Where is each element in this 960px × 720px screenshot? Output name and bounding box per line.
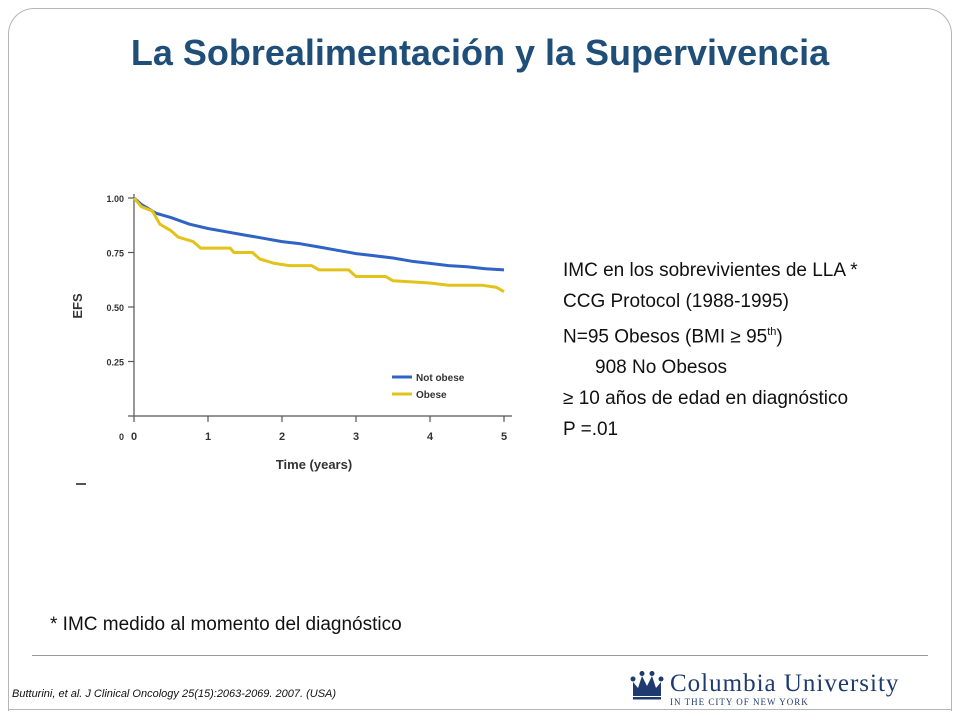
x-tick-label: 1 bbox=[205, 431, 211, 443]
x-tick-label: 0 bbox=[131, 431, 137, 443]
chart-lines bbox=[132, 196, 505, 293]
logo-subtitle: IN THE CITY OF NEW YORK bbox=[670, 697, 809, 707]
x-tick-label: 4 bbox=[427, 431, 434, 443]
x-tick-label: 5 bbox=[501, 431, 507, 443]
logo-name: Columbia University bbox=[670, 670, 900, 697]
legend-label: Not obese bbox=[416, 373, 465, 384]
info-line-3-text: N=95 Obesos (BMI ≥ 95 bbox=[563, 326, 768, 348]
y-tick-label: 1.00 bbox=[106, 194, 124, 204]
slide-frame bbox=[8, 8, 952, 711]
study-info: IMC en los sobrevivientes de LLA * CCG P… bbox=[563, 255, 858, 445]
y-tick-label: 0.25 bbox=[106, 358, 124, 368]
info-line-6: P =.01 bbox=[563, 419, 619, 441]
x-tick-label: 2 bbox=[279, 431, 285, 443]
chart-ticks: 0 1 2 3 4 5 0 0.25 0.50 0.75 1.00 bbox=[106, 194, 507, 443]
x-axis-label: Time (years) bbox=[276, 457, 352, 472]
citation: Butturini, et al. J Clinical Oncology 25… bbox=[12, 688, 337, 700]
footer-divider bbox=[32, 655, 928, 656]
series-line-not-obese bbox=[133, 196, 505, 272]
info-line-1: IMC en los sobrevivientes de LLA * bbox=[563, 260, 858, 281]
y-axis-label: EFS bbox=[70, 293, 85, 319]
x-tick-label: 3 bbox=[353, 431, 359, 443]
info-line-3: N=95 Obesos (BMI ≥ 95th) bbox=[563, 317, 858, 352]
crown-icon bbox=[630, 671, 664, 700]
legend-label: Obese bbox=[416, 390, 447, 401]
info-line-5: ≥ 10 años de edad en diagnóstico bbox=[563, 388, 849, 410]
footnote: * IMC medido al momento del diagnóstico bbox=[50, 614, 402, 635]
slide-title: La Sobrealimentación y la Supervivencia bbox=[130, 32, 830, 73]
info-line-3-sup: th bbox=[767, 326, 777, 338]
efs-chart: 0 1 2 3 4 5 0 0.25 0.50 0.75 1.00 Not obese Obese T… bbox=[70, 194, 512, 485]
chart-legend: Not obese Obese bbox=[392, 373, 465, 401]
info-line-2: CCG Protocol (1988-1995) bbox=[563, 291, 789, 312]
y-tick-label: 0.75 bbox=[106, 249, 124, 259]
slide-frame-bottom bbox=[8, 709, 951, 710]
columbia-logo: Columbia University IN THE CITY OF NEW Y… bbox=[630, 666, 920, 707]
y-tick-label: 0.50 bbox=[106, 303, 124, 313]
info-line-3-close: ) bbox=[776, 326, 783, 348]
info-line-4: 908 No Obesos bbox=[595, 357, 728, 379]
y-tick-label: 0 bbox=[119, 432, 124, 442]
series-line-obese bbox=[132, 197, 505, 293]
chart-axes bbox=[133, 194, 512, 417]
